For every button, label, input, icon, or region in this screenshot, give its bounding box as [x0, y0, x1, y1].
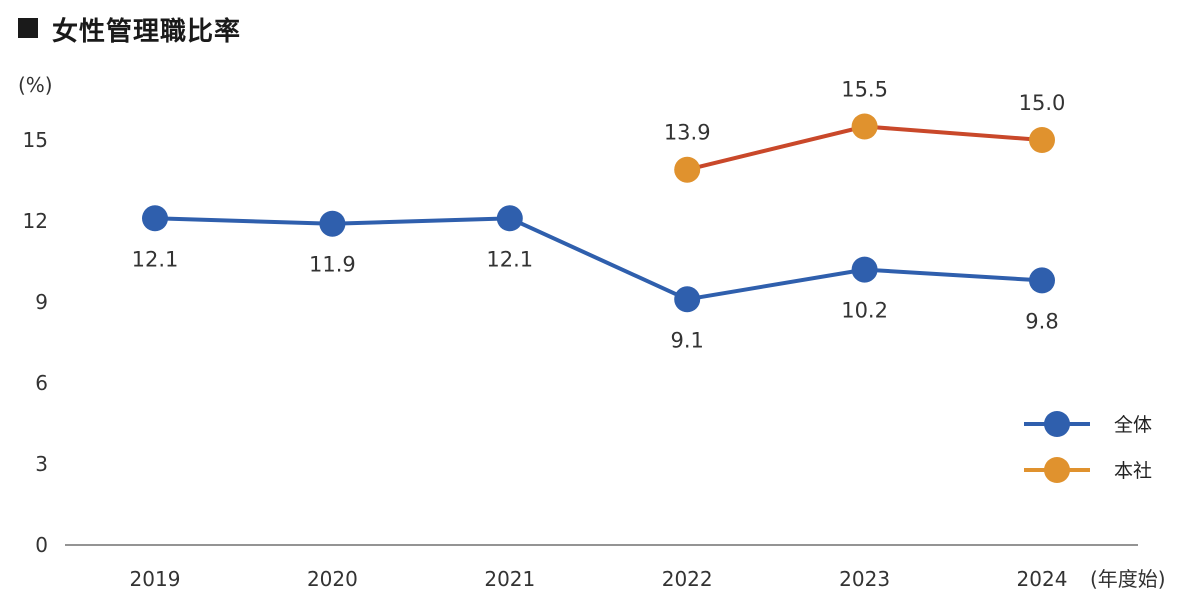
x-axis-label: (年度始): [1090, 567, 1166, 591]
data-label: 9.1: [670, 328, 703, 352]
legend-marker: [1044, 457, 1070, 483]
data-point: [851, 256, 878, 283]
y-tick-label: 9: [35, 290, 48, 314]
data-label: 15.5: [841, 78, 888, 102]
y-tick-label: 0: [35, 533, 48, 557]
x-tick-label: 2019: [130, 567, 181, 591]
data-label: 12.1: [486, 247, 533, 271]
legend-label: 本社: [1114, 460, 1152, 482]
data-point: [319, 210, 346, 237]
x-tick-label: 2020: [307, 567, 358, 591]
x-tick-label: 2024: [1017, 567, 1068, 591]
y-tick-label: 12: [23, 209, 48, 233]
data-label: 12.1: [132, 247, 179, 271]
data-label: 10.2: [841, 299, 888, 323]
data-point: [674, 156, 701, 183]
data-label: 13.9: [664, 121, 711, 145]
data-label: 15.0: [1019, 91, 1066, 115]
data-point: [1029, 127, 1055, 153]
x-tick-label: 2021: [484, 567, 535, 591]
legend-marker: [1044, 411, 1070, 437]
data-label: 9.8: [1025, 309, 1058, 333]
y-tick-label: 6: [35, 371, 48, 395]
title-marker: [18, 18, 38, 38]
y-tick-label: 3: [35, 452, 48, 476]
series-line-0: [154, 216, 1043, 302]
data-point: [142, 205, 168, 232]
data-label: 11.9: [309, 253, 356, 277]
y-tick-label: 15: [23, 128, 48, 152]
data-point: [674, 286, 701, 313]
legend-label: 全体: [1114, 414, 1152, 436]
data-point: [1029, 267, 1055, 294]
data-point: [496, 205, 523, 232]
data-point: [851, 113, 878, 140]
chart-title: 女性管理職比率: [52, 17, 242, 47]
y-axis-label: (%): [18, 73, 53, 97]
x-tick-label: 2022: [662, 567, 713, 591]
x-tick-label: 2023: [839, 567, 890, 591]
